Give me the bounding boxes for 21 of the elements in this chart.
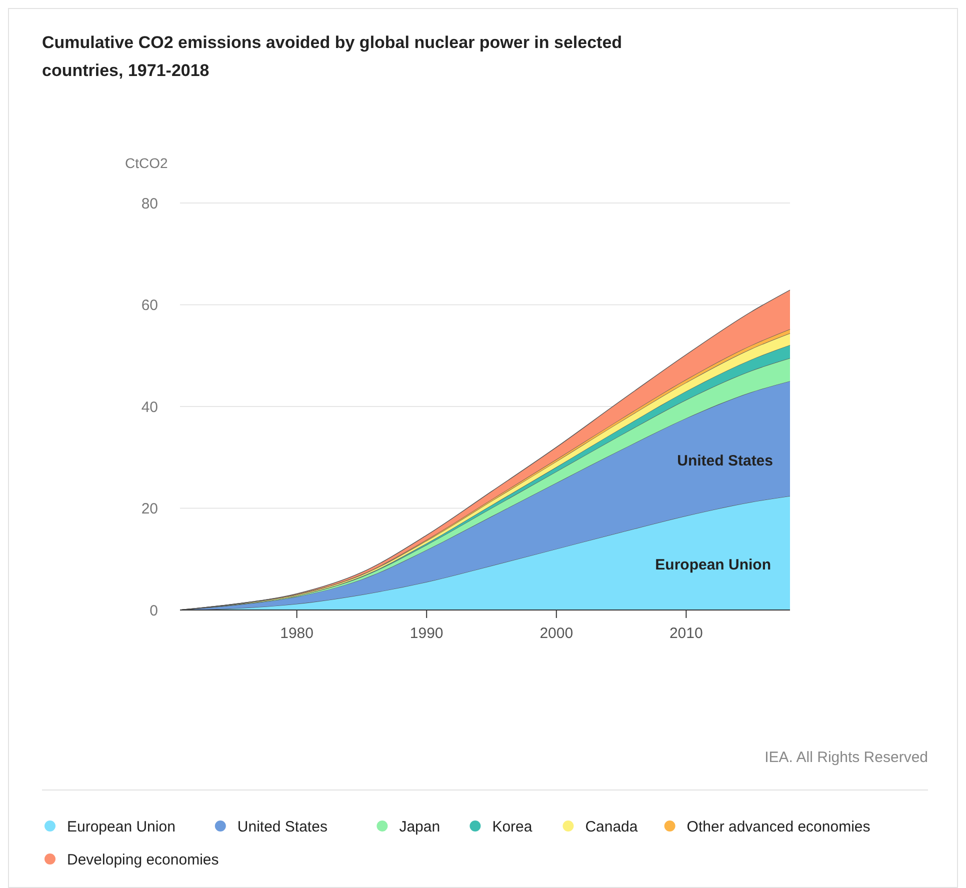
legend-label: Other advanced economies xyxy=(686,818,870,836)
x-tick-label: 1980 xyxy=(280,625,314,642)
x-tick-label: 1990 xyxy=(410,625,444,642)
text: IEA. All Rights Reserved xyxy=(764,749,928,766)
chart-title: Cumulative CO2 emissions avoided by global nuclear power in selected countries, 1971-2018 xyxy=(42,33,622,80)
y-tick-label: 60 xyxy=(141,297,158,314)
legend-label: European Union xyxy=(67,818,176,836)
annotation: European Union xyxy=(655,556,771,574)
x-tick-label: 2000 xyxy=(540,625,574,642)
legend-label: Developing economies xyxy=(67,851,219,868)
annotation: United States xyxy=(677,452,773,470)
y-axis-title: CtCO2 xyxy=(125,155,168,171)
y-tick-label: 80 xyxy=(141,195,158,212)
x-tick-label: 2010 xyxy=(669,625,703,642)
legend-label: Japan xyxy=(399,818,440,836)
y-tick-label: 40 xyxy=(141,398,158,416)
legend-label: United States xyxy=(237,818,328,836)
y-tick-label: 0 xyxy=(150,602,158,620)
y-tick-label: 20 xyxy=(141,500,158,518)
legend-label: Korea xyxy=(492,818,533,836)
legend-label: Canada xyxy=(585,818,638,836)
